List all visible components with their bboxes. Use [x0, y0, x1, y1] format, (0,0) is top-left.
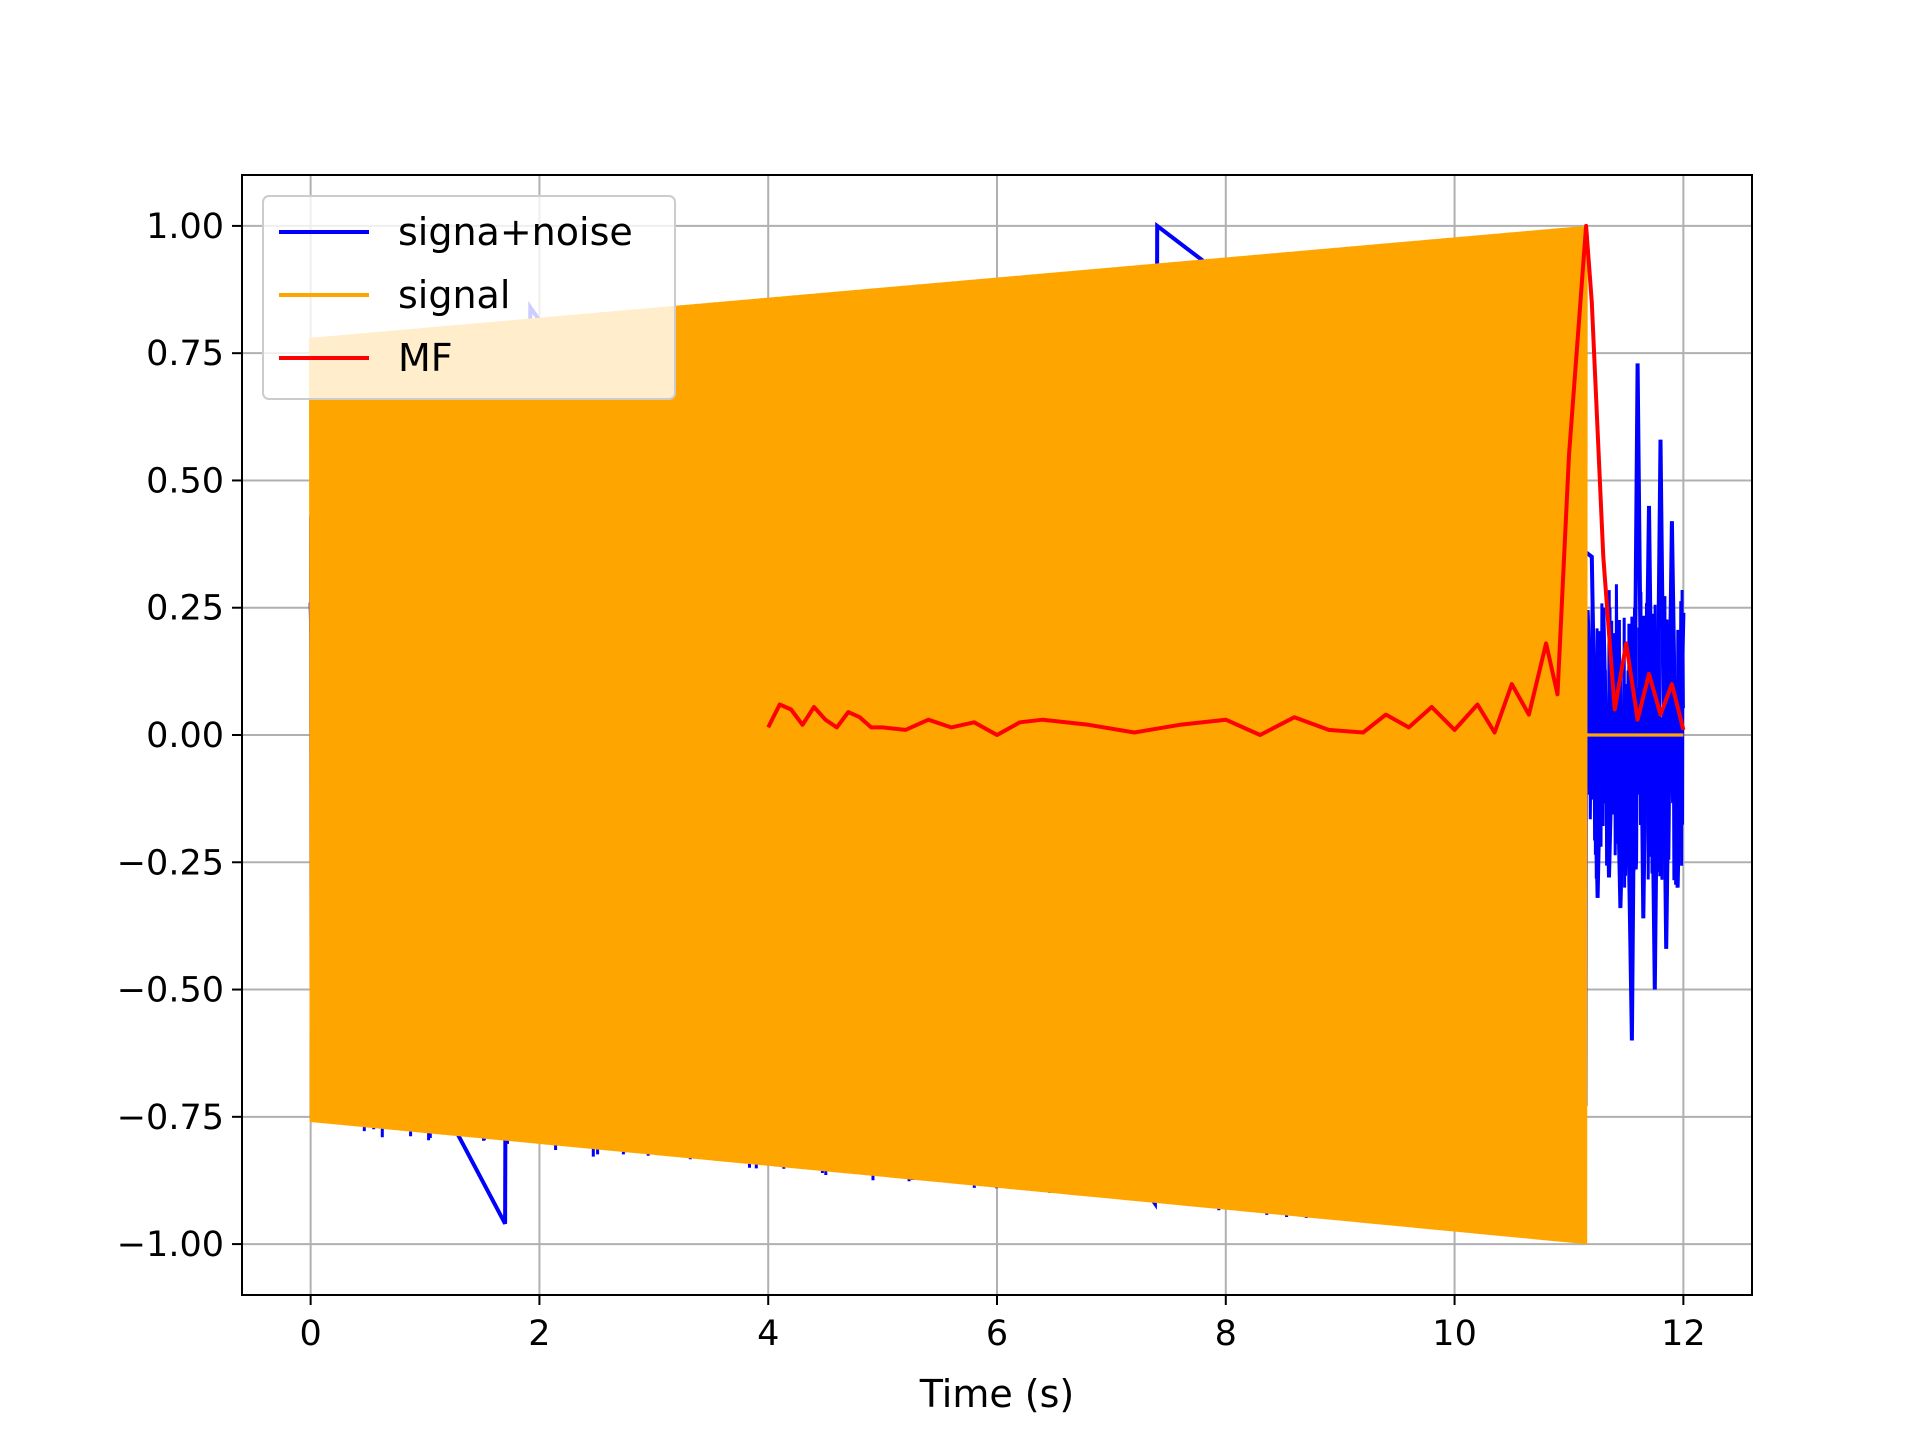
- x-tick-label: 10: [1432, 1314, 1477, 1354]
- legend-box: [262, 195, 676, 400]
- y-tick-label: −0.75: [117, 1098, 224, 1138]
- x-axis-label: Time (s): [919, 1372, 1075, 1416]
- legend: signa+noise signal MF: [262, 195, 676, 400]
- y-tick-label: 0.25: [146, 589, 224, 629]
- y-tick-label: −0.50: [117, 971, 224, 1011]
- series-line-mf: [766, 223, 1686, 737]
- x-tick-label: 4: [757, 1314, 779, 1354]
- y-tick-label: −0.25: [117, 843, 224, 883]
- y-tick-label: 0.50: [146, 461, 224, 501]
- ticks: 0 2 4 6 8 10 12 1.00 0.75 0.50 0.25 0.00 −0.25 −0.50 −…: [117, 207, 1706, 1354]
- x-tick-label: 12: [1661, 1314, 1706, 1354]
- y-tick-label: 1.00: [146, 207, 224, 247]
- legend-label: signa+noise: [398, 210, 633, 254]
- x-tick-label: 2: [528, 1314, 550, 1354]
- x-tick-label: 8: [1215, 1314, 1237, 1354]
- y-tick-label: −1.00: [117, 1225, 224, 1265]
- legend-label: signal: [398, 273, 510, 317]
- y-tick-label: 0.00: [146, 716, 224, 756]
- x-tick-label: 0: [299, 1314, 321, 1354]
- y-tick-label: 0.75: [146, 334, 224, 374]
- legend-label: MF: [398, 336, 453, 380]
- x-tick-label: 6: [986, 1314, 1008, 1354]
